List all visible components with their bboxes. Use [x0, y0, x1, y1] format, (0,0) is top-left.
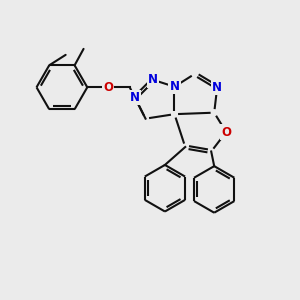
Text: O: O: [221, 126, 231, 139]
Text: N: N: [212, 81, 222, 94]
Text: N: N: [148, 73, 158, 86]
Text: N: N: [130, 91, 140, 104]
Text: N: N: [169, 80, 179, 93]
Text: O: O: [103, 81, 113, 94]
